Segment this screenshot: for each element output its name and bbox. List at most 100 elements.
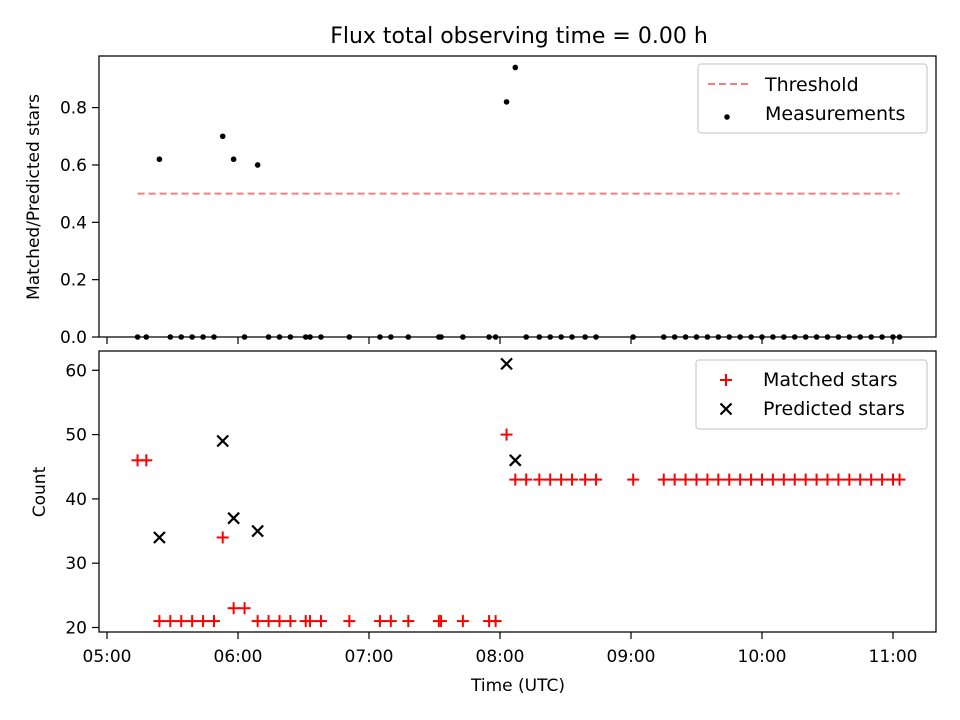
matched-point <box>756 473 768 486</box>
matched-point <box>555 473 568 486</box>
ratio-y-tick-label: 0.0 <box>60 328 87 348</box>
count-y-tick-label: 40 <box>65 490 87 510</box>
ratio-x-axis <box>106 337 894 344</box>
ratio-y-tick-label: 0.4 <box>60 213 87 233</box>
matched-point <box>679 473 692 486</box>
matched-point <box>865 473 878 486</box>
count-marks <box>131 357 906 628</box>
ratio-legend-frame <box>697 63 928 134</box>
matched-point <box>566 473 579 486</box>
count-x-tick-label: 05:00 <box>83 647 132 667</box>
legend-predicted-swatch <box>719 402 733 416</box>
legend-matched-swatch <box>720 374 732 386</box>
legend-matched-label: Matched stars <box>763 369 897 391</box>
matched-point <box>832 473 845 486</box>
matched-point <box>435 615 448 628</box>
ratio-y-tick-label: 0.2 <box>60 271 87 291</box>
matched-point <box>186 615 199 628</box>
count-y-tick-label: 20 <box>65 618 87 638</box>
matched-point <box>164 615 177 628</box>
matched-point <box>456 615 469 628</box>
count-x-tick-label: 10:00 <box>738 647 787 667</box>
legend-measurement-label: Measurements <box>765 103 905 125</box>
ratio-y-label: Matched/Predicted stars <box>24 94 44 300</box>
matched-point <box>701 473 714 486</box>
count-legend: Matched stars Predicted stars <box>695 359 928 430</box>
count-y-tick-label: 60 <box>65 361 87 381</box>
matched-point <box>854 473 867 486</box>
x-axis-label: Time (UTC) <box>470 676 565 696</box>
matched-point <box>509 473 522 486</box>
matched-point <box>384 615 397 628</box>
count-legend-frame <box>695 359 928 430</box>
matched-point <box>216 531 229 544</box>
legend-threshold-label: Threshold <box>764 74 859 96</box>
count-plot-frame <box>98 350 937 633</box>
count-x-tick-label: 06:00 <box>214 647 263 667</box>
matched-point <box>590 473 603 486</box>
count-y-tick-label: 50 <box>65 426 87 446</box>
matched-point <box>712 473 725 486</box>
matched-point <box>745 473 758 486</box>
matched-point <box>544 473 557 486</box>
predicted-point <box>216 434 229 448</box>
matched-point <box>273 615 286 628</box>
matched-point <box>533 473 546 486</box>
matched-point <box>153 615 166 628</box>
matched-point <box>893 473 906 486</box>
matched-point <box>668 473 681 486</box>
predicted-point <box>251 524 264 538</box>
count-x-axis: 05:00 06:00 07:00 08:00 09:00 10:00 11:00 <box>83 632 918 667</box>
matched-point <box>140 454 153 467</box>
matched-point <box>579 473 592 486</box>
matched-point <box>197 615 210 628</box>
matched-point <box>207 615 220 628</box>
matched-point <box>766 473 779 486</box>
predicted-point <box>509 454 522 467</box>
predicted-point <box>153 531 166 544</box>
matched-point <box>304 615 317 628</box>
matched-point <box>777 473 790 486</box>
matched-point <box>373 615 386 628</box>
count-x-tick-label: 09:00 <box>607 647 656 667</box>
legend-predicted-label: Predicted stars <box>763 398 905 420</box>
matched-point <box>489 615 502 628</box>
predicted-point <box>500 357 513 371</box>
measurement-point <box>230 156 237 163</box>
measurement-point <box>219 133 226 140</box>
matched-point <box>876 473 889 486</box>
matched-point <box>723 473 736 486</box>
ratio-plot-frame <box>98 55 937 338</box>
measurement-point <box>254 162 261 168</box>
matched-point <box>175 615 188 628</box>
ratio-legend: Threshold Measurements <box>697 63 928 134</box>
matched-point <box>821 473 834 486</box>
count-y-tick-label: 30 <box>65 554 87 574</box>
matched-point <box>238 602 251 615</box>
count-x-tick-label: 11:00 <box>869 647 918 667</box>
matched-point <box>843 473 856 486</box>
matched-point <box>657 473 670 486</box>
matched-point <box>627 473 640 486</box>
ratio-y-tick-label: 0.8 <box>60 99 87 119</box>
ratio-y-axis: 0.0 0.2 0.4 0.6 0.8 <box>60 99 99 348</box>
matched-point <box>262 615 275 628</box>
legend-predicted-marker <box>719 402 733 416</box>
measurement-point <box>156 156 163 163</box>
matched-point <box>402 615 415 628</box>
chart-title: Flux total observing time = 0.00 h <box>330 24 708 49</box>
count-x-tick-label: 07:00 <box>345 647 394 667</box>
matched-point <box>227 602 240 615</box>
matched-point <box>799 473 812 486</box>
count-y-axis: 20 30 40 50 60 <box>65 361 99 638</box>
measurement-point <box>512 64 519 71</box>
ratio-panel: 0.00.20.40.60.8 Matched/Predicted stars … <box>24 55 937 348</box>
matched-point <box>314 615 327 628</box>
matched-point <box>810 473 823 486</box>
measurement-point <box>503 99 510 105</box>
matched-point <box>520 473 533 486</box>
count-x-tick-label: 08:00 <box>476 647 525 667</box>
matched-point <box>734 473 747 486</box>
matched-point <box>251 615 264 628</box>
